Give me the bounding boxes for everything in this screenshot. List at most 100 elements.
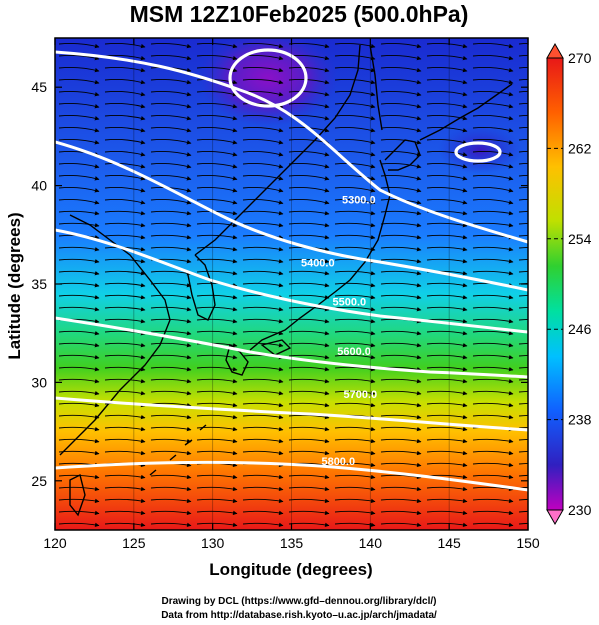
wind-streamline bbox=[472, 151, 514, 157]
wind-streamline bbox=[58, 54, 100, 61]
wind-streamline bbox=[150, 163, 192, 169]
wind-streamline bbox=[242, 258, 284, 264]
wind-streamline bbox=[334, 187, 376, 193]
wind-streamline bbox=[334, 510, 376, 516]
wind-streamline bbox=[196, 270, 238, 276]
wind-streamline bbox=[380, 390, 422, 396]
wind-streamline bbox=[104, 103, 146, 109]
wind-streamline bbox=[426, 103, 468, 109]
wind-streamline bbox=[242, 163, 284, 169]
wind-streamline bbox=[426, 90, 468, 97]
wind-streamline bbox=[426, 486, 468, 492]
wind-streamline bbox=[196, 210, 238, 216]
wind-streamline bbox=[518, 414, 528, 417]
wind-streamline bbox=[472, 390, 514, 396]
wind-streamline bbox=[242, 78, 284, 85]
wind-streamline bbox=[472, 163, 514, 169]
wind-streamline bbox=[288, 378, 330, 384]
wind-streamline bbox=[242, 522, 284, 528]
wind-streamline bbox=[150, 318, 192, 324]
wind-streamline bbox=[104, 498, 146, 504]
wind-streamline bbox=[104, 306, 146, 312]
wind-streamline bbox=[58, 282, 100, 288]
wind-streamline bbox=[104, 115, 146, 121]
wind-streamline bbox=[242, 127, 284, 133]
wind-streamline bbox=[104, 151, 146, 157]
wind-streamline bbox=[58, 354, 100, 360]
wind-streamline bbox=[242, 175, 284, 181]
wind-streamline bbox=[104, 318, 146, 324]
wind-streamline bbox=[380, 42, 422, 49]
wind-streamline bbox=[380, 103, 422, 109]
wind-streamline bbox=[196, 294, 238, 300]
wind-streamline bbox=[196, 450, 238, 456]
contour-label: 5500.0 bbox=[332, 297, 366, 309]
wind-streamline bbox=[426, 438, 468, 444]
x-tick-label: 140 bbox=[359, 535, 383, 551]
wind-streamline bbox=[334, 66, 376, 73]
wind-streamline bbox=[334, 390, 376, 396]
wind-streamline bbox=[242, 306, 284, 312]
wind-streamline bbox=[380, 462, 422, 468]
wind-streamline bbox=[288, 342, 330, 348]
wind-streamline bbox=[426, 222, 468, 228]
wind-streamline bbox=[380, 246, 422, 252]
wind-streamline bbox=[426, 330, 468, 336]
wind-streamline bbox=[104, 294, 146, 300]
wind-streamline bbox=[150, 115, 192, 121]
contour-label: 5300.0 bbox=[342, 194, 376, 206]
wind-streamline bbox=[104, 210, 146, 216]
wind-streamline bbox=[472, 78, 514, 85]
wind-streamline bbox=[196, 115, 238, 121]
wind-streamline bbox=[472, 522, 514, 528]
coastline-segment bbox=[199, 424, 207, 431]
wind-streamline bbox=[518, 522, 528, 525]
wind-streamline bbox=[380, 139, 422, 145]
wind-streamline bbox=[242, 366, 284, 372]
wind-streamline bbox=[196, 199, 238, 205]
wind-streamline bbox=[104, 258, 146, 264]
wind-streamline bbox=[380, 342, 422, 348]
wind-streamline bbox=[150, 498, 192, 504]
colorbar-tick-label: 246 bbox=[568, 321, 592, 337]
wind-streamline bbox=[426, 462, 468, 468]
wind-streamline bbox=[472, 330, 514, 336]
wind-streamline bbox=[518, 510, 528, 513]
wind-streamline bbox=[242, 438, 284, 444]
height-contour-line bbox=[55, 140, 528, 292]
wind-streamline bbox=[472, 450, 514, 456]
wind-streamline bbox=[426, 151, 468, 157]
low-contour-northeast bbox=[454, 141, 502, 163]
wind-streamline bbox=[196, 175, 238, 181]
wind-streamline bbox=[150, 378, 192, 384]
wind-streamline bbox=[196, 139, 238, 145]
wind-streamline bbox=[334, 42, 376, 49]
wind-streamline bbox=[426, 510, 468, 516]
wind-streamline bbox=[242, 414, 284, 420]
y-tick-label: 35 bbox=[31, 276, 47, 292]
wind-streamline bbox=[104, 234, 146, 240]
wind-streamline bbox=[242, 510, 284, 516]
wind-streamline bbox=[426, 246, 468, 252]
wind-streamline bbox=[58, 210, 100, 216]
wind-streamline bbox=[472, 474, 514, 480]
wind-streamline bbox=[58, 390, 100, 396]
wind-streamline bbox=[426, 342, 468, 348]
wind-streamline bbox=[196, 42, 238, 49]
wind-streamline bbox=[518, 258, 528, 261]
wind-streamline bbox=[472, 115, 514, 121]
wind-streamline bbox=[104, 282, 146, 288]
wind-streamline bbox=[104, 486, 146, 492]
wind-streamline bbox=[472, 306, 514, 312]
wind-streamline bbox=[104, 66, 146, 73]
wind-streamline bbox=[288, 270, 330, 276]
wind-streamline bbox=[334, 426, 376, 432]
wind-streamline bbox=[150, 175, 192, 181]
wind-streamline bbox=[242, 402, 284, 408]
wind-streamline bbox=[334, 270, 376, 276]
wind-streamline bbox=[242, 390, 284, 396]
wind-streamline bbox=[288, 390, 330, 396]
wind-streamline bbox=[288, 199, 330, 205]
wind-streamline bbox=[380, 210, 422, 216]
wind-streamline bbox=[380, 54, 422, 61]
